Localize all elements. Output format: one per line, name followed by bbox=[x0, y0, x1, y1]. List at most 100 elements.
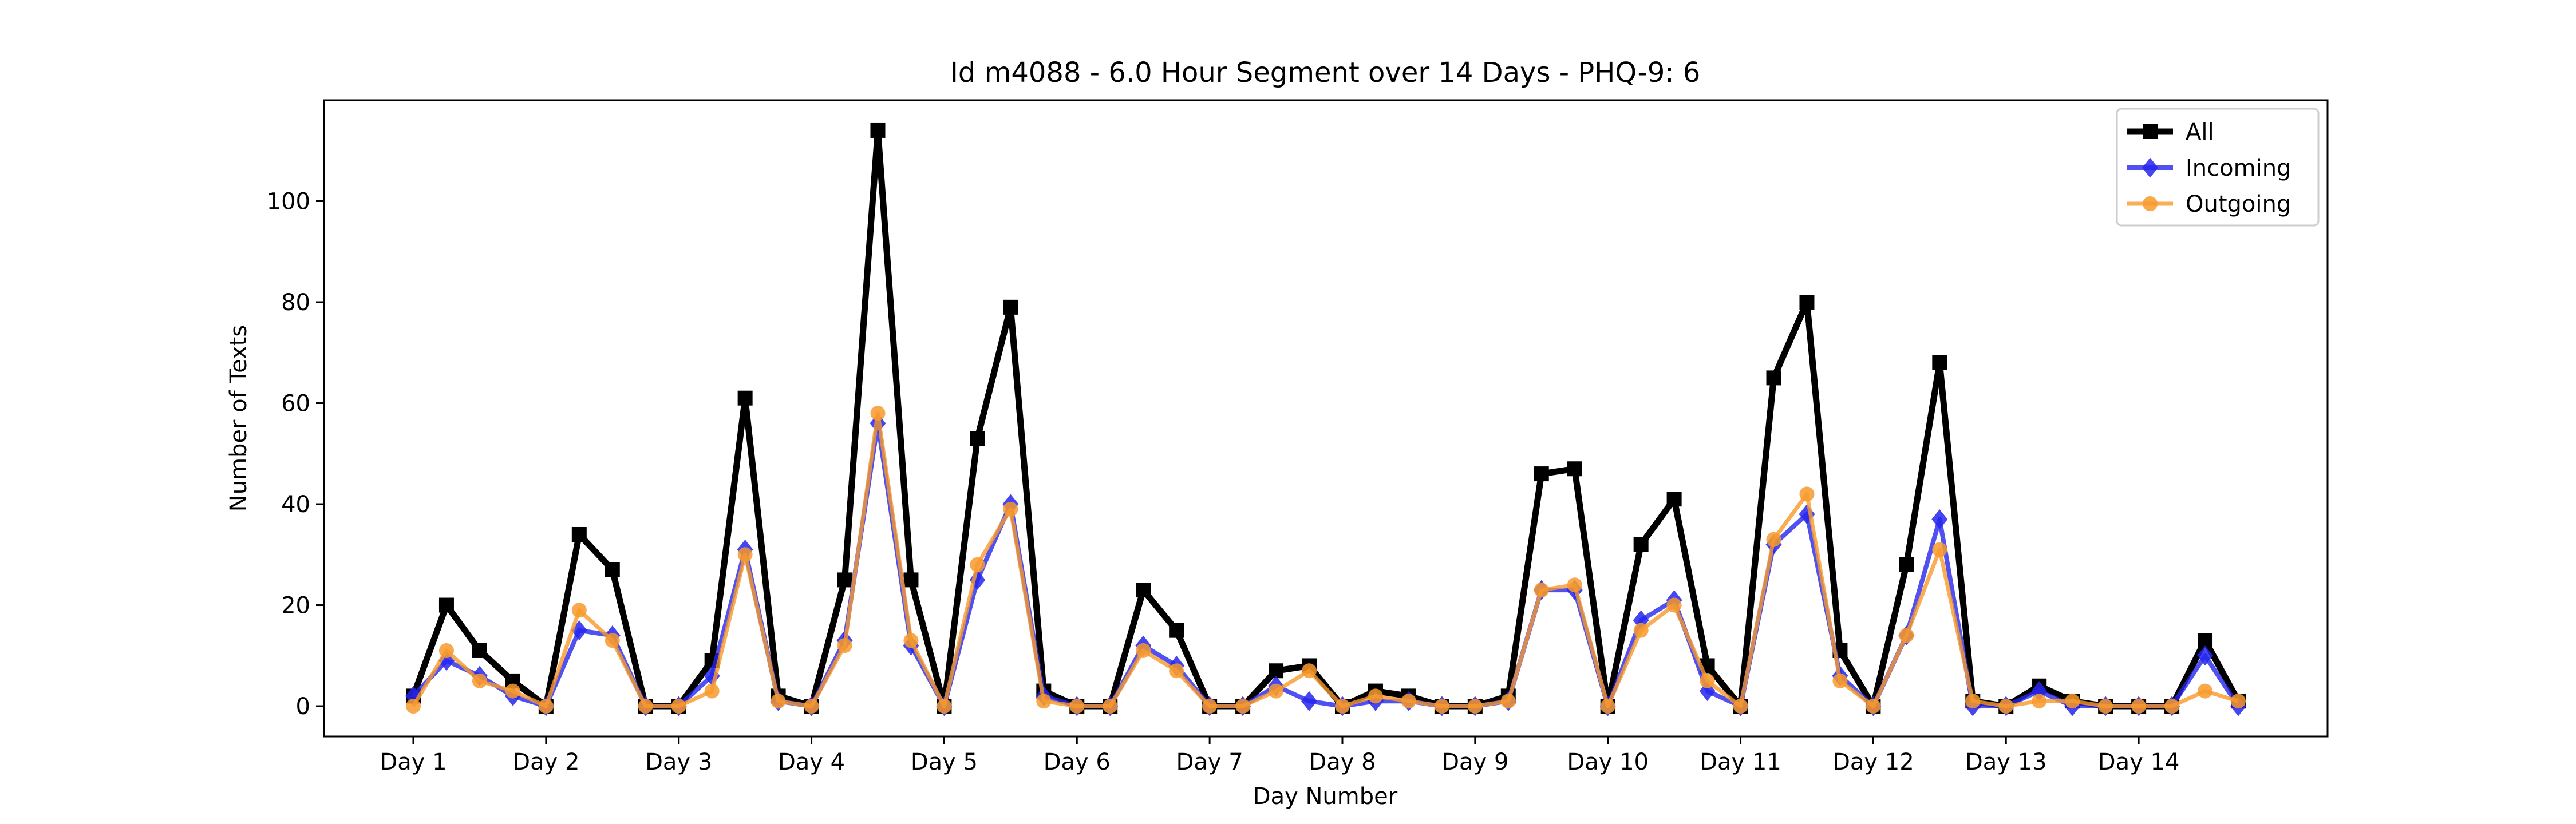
data-point bbox=[2065, 694, 2080, 709]
series-all bbox=[406, 122, 2246, 714]
data-point bbox=[1567, 577, 1582, 593]
x-tick-label: Day 11 bbox=[1700, 749, 1781, 775]
data-point bbox=[505, 683, 520, 699]
x-tick-label: Day 1 bbox=[380, 749, 447, 775]
data-point bbox=[638, 699, 653, 714]
series-line bbox=[412, 421, 2241, 709]
legend-item-all: All bbox=[2127, 119, 2214, 145]
data-point bbox=[1003, 299, 1018, 315]
data-point bbox=[1269, 663, 1284, 679]
data-point bbox=[1169, 623, 1184, 638]
y-tick-label: 60 bbox=[281, 391, 310, 417]
data-point bbox=[438, 597, 454, 613]
legend-label: All bbox=[2186, 119, 2214, 145]
data-point bbox=[1401, 694, 1416, 709]
series-line bbox=[411, 411, 2239, 708]
legend-marker bbox=[2143, 124, 2158, 139]
x-tick-label: Day 13 bbox=[1965, 749, 2047, 775]
data-point bbox=[1733, 699, 1748, 714]
data-point bbox=[1700, 673, 1715, 688]
data-point bbox=[737, 547, 753, 562]
data-point bbox=[472, 643, 487, 658]
data-point bbox=[1302, 663, 1317, 679]
data-point bbox=[837, 572, 852, 588]
data-point bbox=[1766, 532, 1781, 547]
x-tick-label: Day 6 bbox=[1044, 749, 1111, 775]
data-point bbox=[1766, 370, 1781, 386]
data-point bbox=[1799, 295, 1815, 310]
data-point bbox=[1534, 466, 1549, 482]
data-point bbox=[1003, 501, 1018, 517]
data-point bbox=[2231, 694, 2246, 709]
legend-box bbox=[2116, 108, 2320, 227]
data-point bbox=[1301, 691, 1318, 711]
data-point bbox=[2197, 645, 2214, 666]
data-point bbox=[1998, 699, 2014, 714]
data-point bbox=[2032, 694, 2047, 709]
data-point bbox=[737, 390, 753, 406]
x-tick-label: Day 5 bbox=[911, 749, 978, 775]
data-point bbox=[1866, 699, 1881, 714]
data-point bbox=[2198, 633, 2213, 648]
data-point bbox=[2098, 699, 2113, 714]
data-point bbox=[1136, 583, 1151, 598]
legend-label: Incoming bbox=[2186, 155, 2291, 181]
data-point bbox=[2198, 683, 2213, 699]
data-point bbox=[704, 683, 720, 699]
data-point bbox=[870, 122, 886, 138]
data-point bbox=[1269, 683, 1284, 699]
data-point bbox=[406, 699, 421, 714]
data-point bbox=[1334, 699, 1350, 714]
x-axis: Day 1 Day 2 Day 3 Day 4 Day 5 Day 6 Day 7 Day 8… bbox=[380, 736, 2179, 775]
data-point bbox=[837, 638, 852, 653]
data-point bbox=[1633, 623, 1649, 638]
x-tick-label: Day 8 bbox=[1309, 749, 1376, 775]
chart-title: Id m4088 - 6.0 Hour Segment over 14 Days… bbox=[950, 57, 1701, 89]
data-point bbox=[771, 694, 786, 709]
data-point bbox=[1235, 699, 1251, 714]
x-tick-label: Day 14 bbox=[2098, 749, 2180, 775]
data-point bbox=[1799, 486, 1815, 502]
plot-area bbox=[323, 99, 2329, 738]
data-point bbox=[538, 699, 554, 714]
legend-item-outgoing: Outgoing bbox=[2127, 191, 2291, 217]
x-tick-label: Day 9 bbox=[1441, 749, 1508, 775]
x-axis-label: Day Number bbox=[1253, 783, 1398, 810]
data-point bbox=[1832, 673, 1848, 688]
x-tick-label: Day 4 bbox=[778, 749, 845, 775]
data-point bbox=[1500, 694, 1516, 709]
x-tick-label: Day 10 bbox=[1567, 749, 1649, 775]
data-point bbox=[1932, 542, 1947, 557]
series-line bbox=[410, 127, 2241, 710]
data-point bbox=[1069, 699, 1085, 714]
legend-item-incoming: Incoming bbox=[2127, 155, 2291, 181]
data-point bbox=[571, 526, 587, 542]
data-point bbox=[1633, 537, 1649, 552]
y-axis: 0 20 40 60 80 100 bbox=[267, 189, 324, 720]
data-point bbox=[870, 406, 886, 421]
legend-marker bbox=[2142, 157, 2158, 178]
y-tick-label: 40 bbox=[281, 492, 310, 518]
data-point bbox=[2131, 699, 2147, 714]
x-tick-label: Day 7 bbox=[1176, 749, 1243, 775]
y-tick-label: 100 bbox=[267, 189, 310, 215]
y-axis-label: Number of Texts bbox=[226, 325, 252, 512]
data-point bbox=[1467, 699, 1483, 714]
y-tick-label: 0 bbox=[296, 694, 310, 720]
data-point bbox=[1666, 597, 1682, 613]
data-point bbox=[970, 557, 985, 572]
y-tick-label: 80 bbox=[281, 290, 310, 316]
data-point bbox=[1567, 461, 1582, 477]
data-point bbox=[1202, 699, 1218, 714]
legend-label: Outgoing bbox=[2186, 191, 2291, 217]
data-point bbox=[2164, 699, 2180, 714]
data-point bbox=[1931, 509, 1948, 530]
data-point bbox=[1932, 355, 1947, 370]
data-point bbox=[804, 699, 819, 714]
data-point bbox=[605, 633, 620, 648]
data-point bbox=[1136, 643, 1151, 658]
data-point bbox=[1965, 694, 1981, 709]
data-point bbox=[970, 431, 985, 446]
data-point bbox=[1434, 699, 1449, 714]
